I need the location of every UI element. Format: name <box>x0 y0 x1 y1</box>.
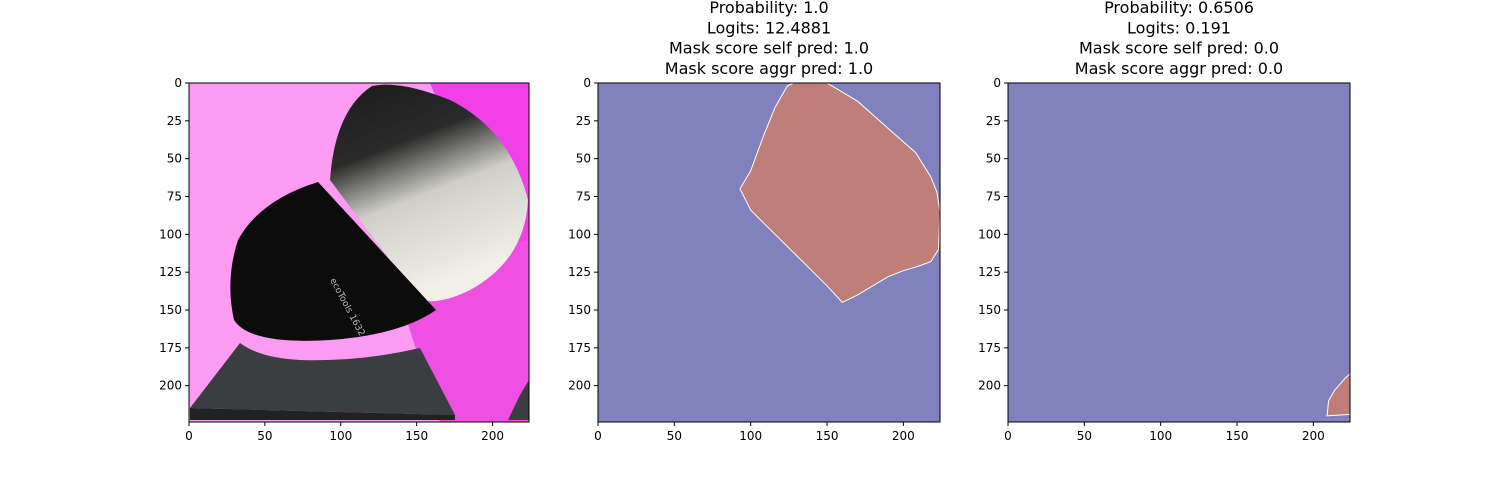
y-tick-label: 100 <box>159 227 182 241</box>
panel-title-line: Mask score self pred: 1.0 <box>669 39 869 58</box>
x-tick-label: 100 <box>739 429 762 443</box>
mask-background <box>1008 83 1350 422</box>
y-tick-label: 150 <box>568 303 591 317</box>
x-tick-label: 150 <box>405 429 428 443</box>
y-tick-label: 150 <box>978 303 1001 317</box>
x-tick-label: 100 <box>1149 429 1172 443</box>
x-tick-label: 150 <box>816 429 839 443</box>
y-tick-label: 175 <box>978 341 1001 355</box>
x-tick-label: 100 <box>329 429 352 443</box>
x-tick-label: 50 <box>1077 429 1092 443</box>
y-tick-label: 25 <box>986 114 1001 128</box>
y-tick-label: 175 <box>159 341 182 355</box>
panel-title-line: Logits: 12.4881 <box>707 18 831 37</box>
y-tick-label: 125 <box>568 265 591 279</box>
y-tick-label: 175 <box>568 341 591 355</box>
mask-region <box>739 82 941 304</box>
y-tick-label: 25 <box>576 114 591 128</box>
y-tick-label: 50 <box>576 152 591 166</box>
y-tick-label: 25 <box>167 114 182 128</box>
y-tick-label: 0 <box>583 76 591 90</box>
y-tick-label: 200 <box>568 379 591 393</box>
panel-title-line: Logits: 0.191 <box>1127 18 1231 37</box>
panel-title-line: Mask score aggr pred: 0.0 <box>1075 59 1283 78</box>
x-tick-label: 200 <box>481 429 504 443</box>
panel-title-line: Probability: 1.0 <box>709 0 828 17</box>
y-tick-label: 125 <box>159 265 182 279</box>
x-tick-label: 150 <box>1226 429 1249 443</box>
y-tick-label: 50 <box>167 152 182 166</box>
x-tick-label: 0 <box>1004 429 1012 443</box>
y-tick-label: 100 <box>568 227 591 241</box>
x-tick-label: 200 <box>892 429 915 443</box>
panel-title-line: Mask score self pred: 0.0 <box>1079 39 1279 58</box>
panel-title-line: Probability: 0.6506 <box>1104 0 1254 17</box>
y-tick-label: 200 <box>159 379 182 393</box>
y-tick-label: 75 <box>986 190 1001 204</box>
x-tick-label: 50 <box>667 429 682 443</box>
y-tick-label: 125 <box>978 265 1001 279</box>
panel-image: ecoTools 1632 <box>188 82 530 423</box>
y-tick-label: 0 <box>174 76 182 90</box>
x-tick-label: 200 <box>1302 429 1325 443</box>
y-tick-label: 100 <box>978 227 1001 241</box>
panel-mask-1 <box>597 82 941 423</box>
y-tick-label: 200 <box>978 379 1001 393</box>
x-tick-label: 0 <box>185 429 193 443</box>
panel-mask-2 <box>1007 82 1351 423</box>
brush-photo: ecoTools 1632 <box>189 83 529 422</box>
panel-title-line: Mask score aggr pred: 1.0 <box>665 59 873 78</box>
y-tick-label: 150 <box>159 303 182 317</box>
x-tick-label: 0 <box>594 429 602 443</box>
y-tick-label: 75 <box>167 190 182 204</box>
y-tick-label: 50 <box>986 152 1001 166</box>
x-tick-label: 50 <box>257 429 272 443</box>
y-tick-label: 75 <box>576 190 591 204</box>
y-tick-label: 0 <box>993 76 1001 90</box>
